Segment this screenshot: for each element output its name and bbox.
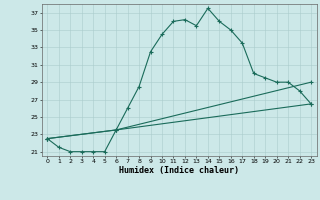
X-axis label: Humidex (Indice chaleur): Humidex (Indice chaleur): [119, 166, 239, 175]
